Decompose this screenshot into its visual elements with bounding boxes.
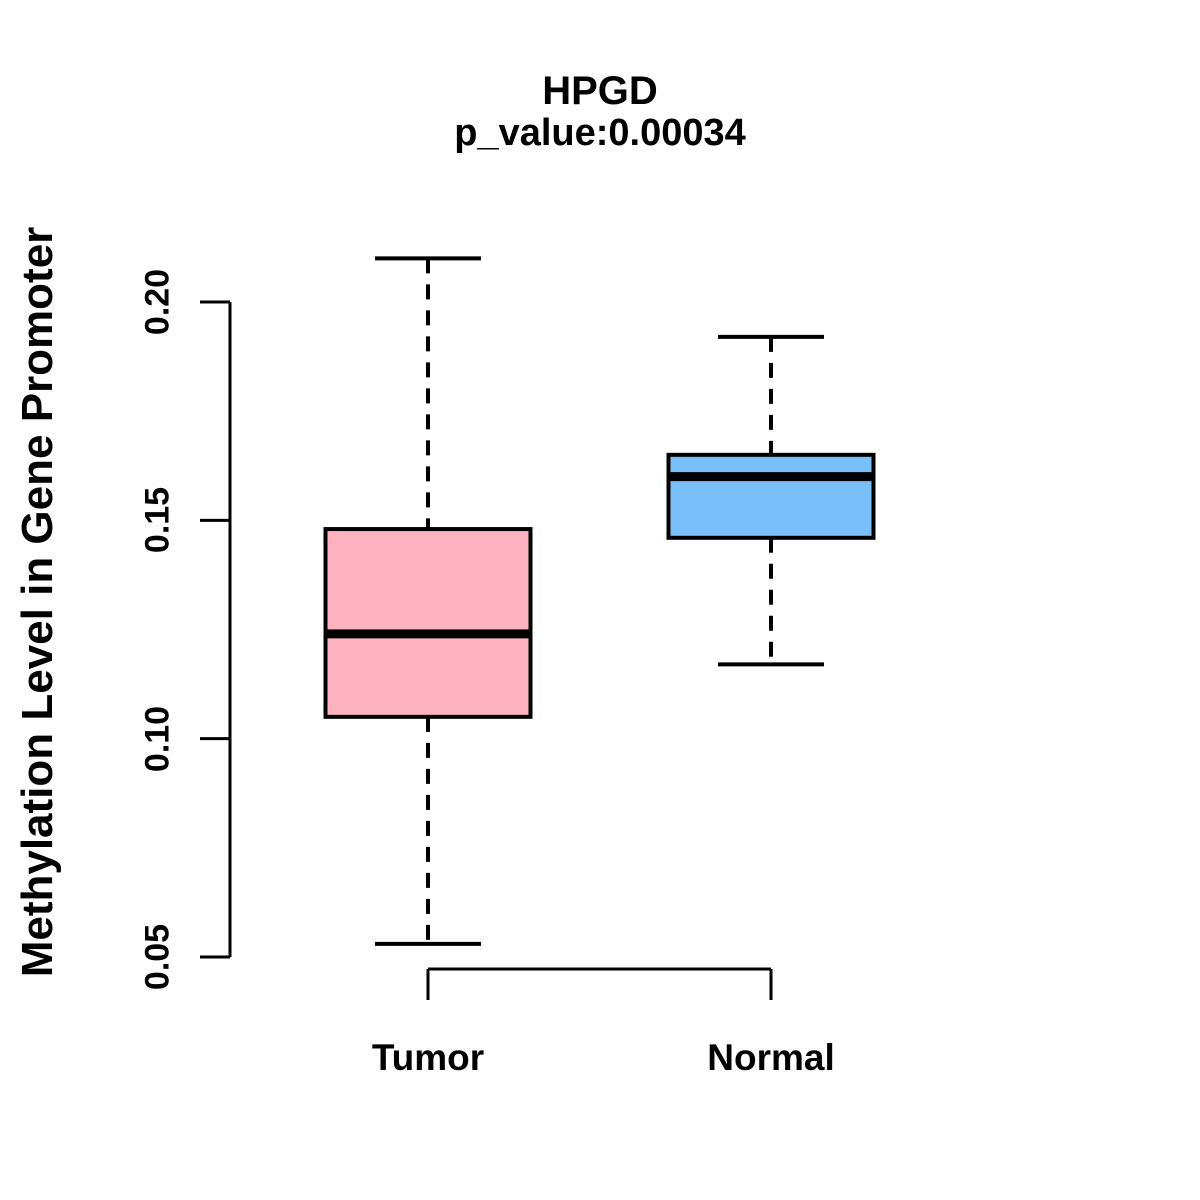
- chart-subtitle: p_value:0.00034: [454, 112, 746, 154]
- x-category-label-normal: Normal: [707, 1037, 835, 1078]
- y-tick-label: 0.10: [138, 705, 177, 772]
- x-category-label-tumor: Tumor: [371, 1037, 485, 1078]
- y-tick-label: 0.15: [138, 487, 177, 554]
- tumor-box: [323, 527, 533, 719]
- y-tick-label: 0.20: [138, 268, 177, 336]
- normal-box: [666, 452, 876, 540]
- chart-title: HPGD: [542, 69, 658, 113]
- y-tick-label: 0.05: [138, 923, 177, 991]
